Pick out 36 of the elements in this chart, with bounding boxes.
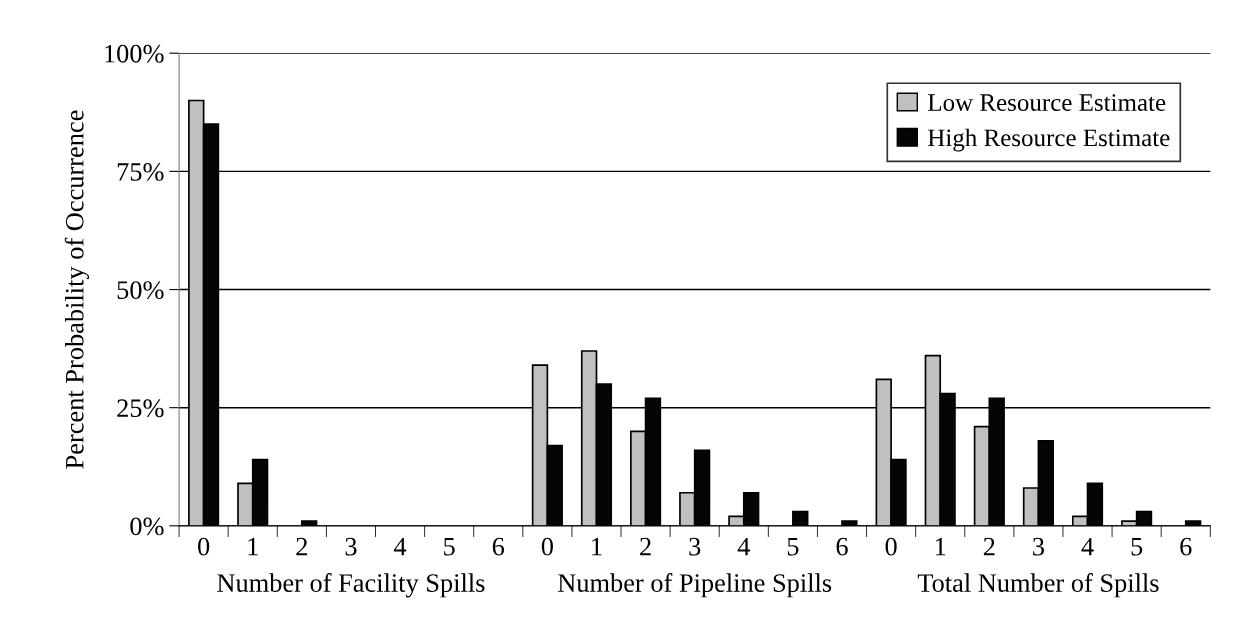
x-tick-label: 0 bbox=[541, 537, 553, 556]
bar bbox=[301, 520, 318, 526]
x-tick-label: 6 bbox=[1180, 537, 1192, 556]
text: Total Number of Spills bbox=[917, 573, 1159, 598]
bar bbox=[792, 510, 809, 526]
x-tick-label: 5 bbox=[1131, 537, 1143, 556]
bar bbox=[1184, 520, 1202, 526]
x-tick-label: 1 bbox=[592, 537, 602, 556]
x-tick-label: 3 bbox=[1033, 537, 1044, 556]
text: Number of Facility Spills bbox=[217, 573, 485, 598]
x-tick-label: 4 bbox=[1081, 537, 1094, 556]
x-tick-label: 6 bbox=[836, 537, 848, 556]
y-axis-title: Percent Probability of Occurrence bbox=[64, 110, 90, 469]
x-tick-label: 2 bbox=[296, 537, 307, 556]
x-tick-label: 6 bbox=[492, 537, 505, 556]
legend-label: High Resource Estimate bbox=[928, 128, 1170, 152]
x-tick-label: 2 bbox=[983, 537, 995, 556]
x-tick-label: 4 bbox=[737, 537, 750, 556]
x-tick-label: 1 bbox=[248, 537, 258, 556]
legend-label: Low Resource Estimate bbox=[928, 94, 1166, 111]
x-tick-label: 0 bbox=[885, 537, 897, 556]
x-tick-label: 3 bbox=[689, 537, 701, 556]
y-tick-label: 75% bbox=[117, 162, 164, 181]
y-tick-label: 0% bbox=[130, 517, 164, 536]
x-tick-label: 1 bbox=[935, 537, 946, 556]
x-tick-label: 4 bbox=[393, 537, 407, 556]
x-tick-label: 3 bbox=[345, 537, 357, 556]
x-tick-label: 2 bbox=[640, 537, 651, 556]
y-tick-label: 25% bbox=[117, 399, 164, 418]
x-tick-label: 0 bbox=[198, 537, 210, 556]
y-tick-label: 100% bbox=[105, 44, 164, 63]
bar bbox=[841, 520, 858, 526]
x-tick-label: 5 bbox=[787, 537, 799, 556]
y-tick-label: 50% bbox=[117, 281, 164, 300]
x-tick-label: 5 bbox=[444, 537, 455, 556]
text: Number of Pipeline Spills bbox=[558, 573, 832, 598]
